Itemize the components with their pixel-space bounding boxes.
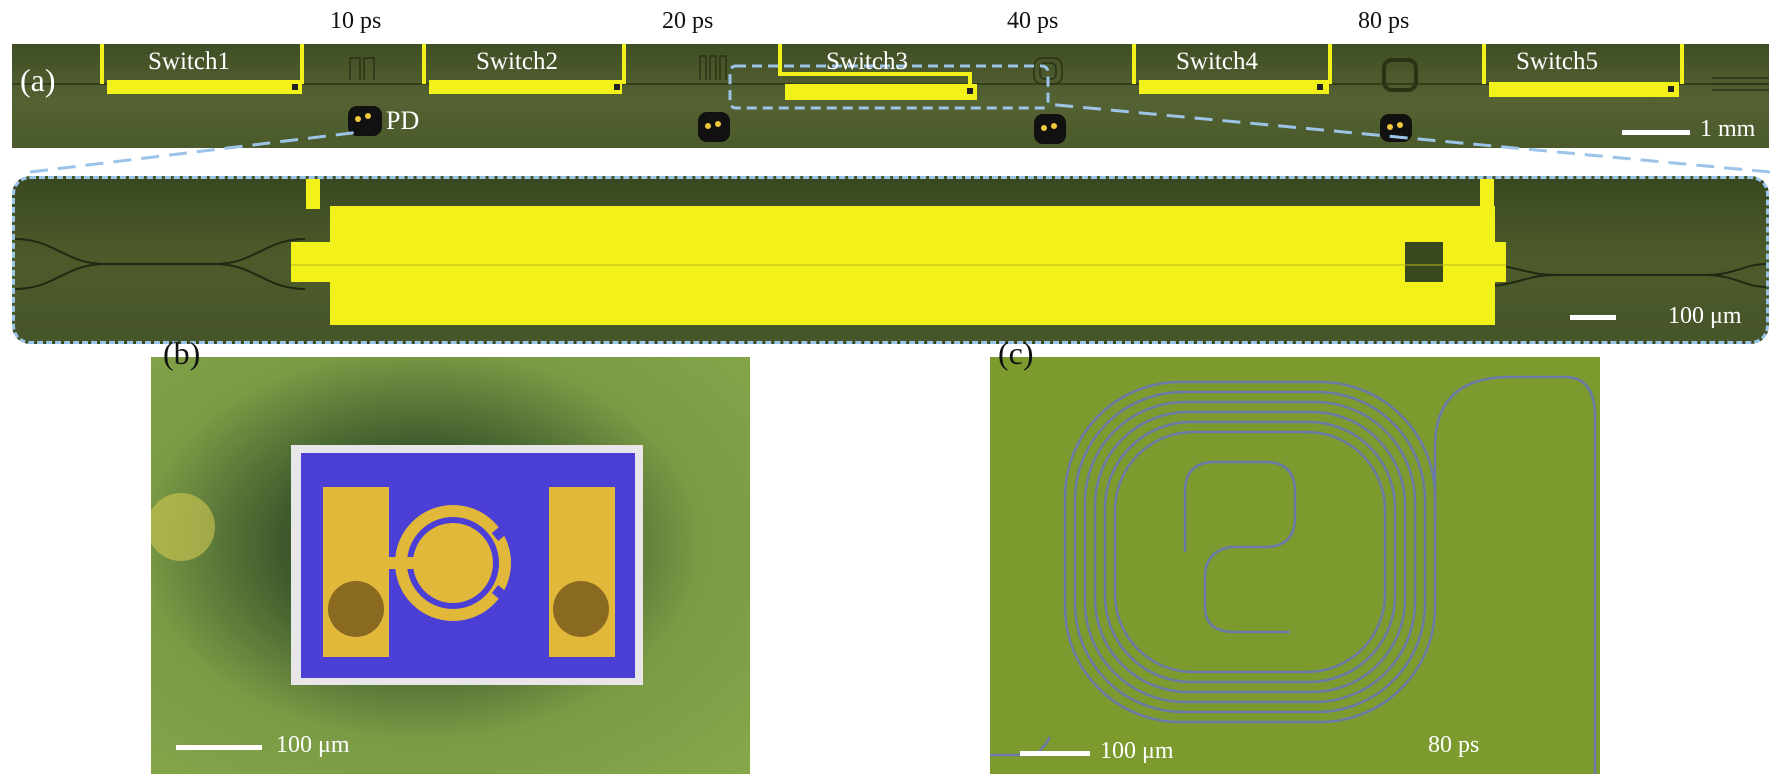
- panel-c-spiral-image: [990, 357, 1600, 774]
- zoom-connector-lines: [29, 102, 1771, 174]
- switch3-zoom-graphic: [15, 179, 1766, 325]
- inset-scalebar: [1570, 315, 1616, 320]
- pd-label: PD: [386, 106, 420, 135]
- chip-overview-graphic: [12, 44, 1769, 144]
- switch1-label: Switch1: [148, 48, 230, 75]
- panel-a-scalebar: [1622, 130, 1690, 135]
- panel-b-scalebar: [176, 745, 262, 750]
- panel-b-scale-label: 100 μm: [276, 732, 350, 758]
- delay-label-80ps: 80 ps: [1358, 8, 1410, 34]
- delay-label-20ps: 20 ps: [662, 8, 714, 34]
- switch3-zoom-inset: [12, 176, 1769, 344]
- delay-label-40ps: 40 ps: [1007, 8, 1059, 34]
- switch5-label: Switch5: [1516, 48, 1598, 75]
- panel-a-label: (a): [20, 62, 56, 98]
- panel-b-label: (b): [163, 335, 201, 371]
- inset-scale-label: 100 μm: [1668, 303, 1742, 329]
- spiral-waveguide-graphic: [990, 375, 1597, 774]
- panel-a-chip-image: [12, 44, 1769, 148]
- panel-a-scale-label: 1 mm: [1700, 116, 1756, 142]
- panel-c-label: (c): [998, 335, 1034, 371]
- panel-b-pd-image: [151, 357, 750, 774]
- panel-c-delay-label: 80 ps: [1428, 732, 1480, 758]
- switch2-label: Switch2: [476, 48, 558, 75]
- photodetector-graphic: [151, 445, 643, 685]
- switch3-label: Switch3: [826, 48, 908, 75]
- panel-c-scalebar: [1020, 751, 1090, 756]
- switch4-label: Switch4: [1176, 48, 1258, 75]
- panel-c-scale-label: 100 μm: [1100, 738, 1174, 764]
- delay-label-10ps: 10 ps: [330, 8, 382, 34]
